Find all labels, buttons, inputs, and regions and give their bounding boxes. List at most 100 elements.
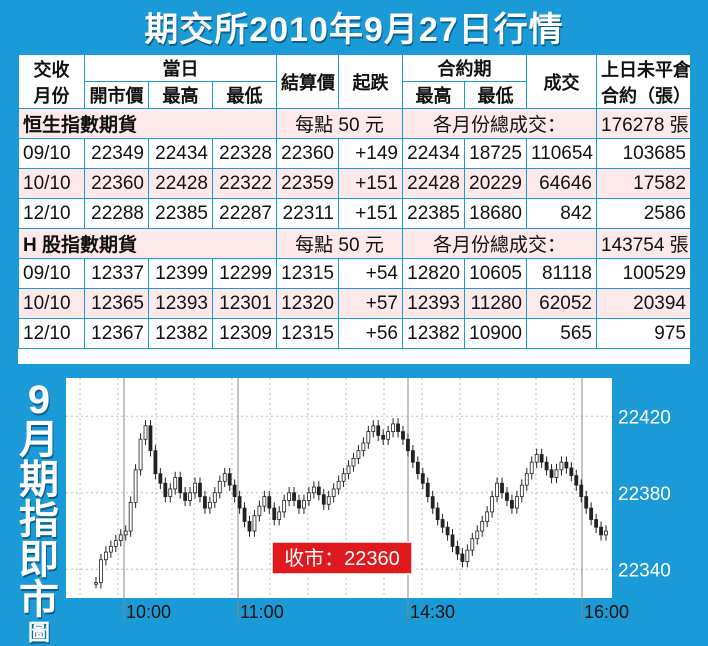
table-row: 09/10 12337 12399 12299 12315 +54 12820 … [18,258,691,289]
candle-body [277,511,282,520]
candle-body [287,492,292,501]
x-tick-label: 16:00 [584,602,629,622]
cell-month: 09/10 [18,258,85,289]
candle-body [143,425,148,440]
section-total-value: 143754 張 [596,228,691,259]
candle-body [302,500,306,509]
cell-month: 10/10 [18,168,85,199]
candle-body [455,545,460,555]
candle-body [401,431,405,440]
cell-contract-high: 22385 [402,198,465,229]
table-row: 12/10 12367 12382 12309 12315 +56 12382 … [18,318,691,349]
candle-body [544,461,549,471]
cell-high: 22428 [148,168,213,199]
candle-body [450,534,455,547]
candle-body [495,482,499,498]
candle-body [346,465,351,475]
cell-low: 12309 [212,318,277,349]
candle-body [519,484,524,498]
quotes-table: 交收 月份 當日 結算價 起跌 合約期 成交 上日未平倉 合約（張） 開市價 最高 … [18,54,691,349]
x-tick-label: 11:00 [240,602,284,622]
candle-body [574,475,579,486]
candle-body [554,469,559,478]
candle-body [440,519,445,528]
candle-body [569,467,574,476]
side-title-char: 市 [19,578,59,622]
y-axis-ticks: 22340 22380 22420 [618,407,671,581]
cell-volume: 565 [526,318,597,349]
section-unit: 每點 50 元 [276,108,403,139]
cell-open: 22360 [84,168,149,199]
candle-body [321,494,326,505]
candle-body [207,501,212,509]
candle-body [212,492,217,503]
header-low: 最低 [212,81,277,109]
candle-body [237,496,242,509]
cell-change: +151 [338,168,403,199]
cell-contract-high: 12393 [402,288,465,319]
header-today-group: 當日 [84,54,277,82]
candle-body [435,507,440,520]
candle-body [604,530,608,536]
candle-body [188,492,192,501]
cell-low: 12299 [212,258,277,289]
cell-contract-low: 18725 [464,138,527,169]
cell-month: 12/10 [18,318,85,349]
cell-month: 12/10 [18,198,85,229]
header-contract-low: 最低 [464,81,527,109]
candle-body [222,473,227,482]
candle-body [336,480,341,490]
cell-volume: 110654 [526,138,597,169]
cell-contract-low: 18680 [464,198,527,229]
header-contract-high: 最高 [402,81,465,109]
candle-body [292,492,296,501]
side-title-char: 即 [19,538,59,582]
cell-high: 12382 [148,318,213,349]
candle-body [480,521,485,532]
cell-open: 12367 [84,318,149,349]
candle-body [396,423,400,432]
cell-contract-high: 12820 [402,258,465,289]
cell-high: 22385 [148,198,213,229]
candle-body [257,505,262,517]
cell-high: 12399 [148,258,213,289]
cell-settle: 12320 [276,288,339,319]
cell-volume: 842 [526,198,597,229]
cell-open: 22349 [84,138,149,169]
candle-body [326,496,331,505]
cell-settle: 12315 [276,258,339,289]
candle-body [485,511,490,522]
candle-body [579,484,584,498]
header-contract-group: 合約期 [402,54,527,82]
cell-volume: 64646 [526,168,597,199]
cell-open: 12337 [84,258,149,289]
candle-body [168,488,173,498]
section-total-value: 176278 張 [596,108,691,139]
candle-body [366,431,371,444]
cell-low: 12301 [212,288,277,319]
intraday-chart: 22340 22380 22420 10:00 11:00 14:30 16:00 收市：… [66,378,671,622]
cell-settle: 22359 [276,168,339,199]
candle-body [475,530,480,540]
cell-low: 22322 [212,168,277,199]
y-tick-label: 22380 [618,484,671,505]
cell-month: 09/10 [18,138,85,169]
candle-body [351,457,356,467]
gridlines [66,378,612,620]
candle-body [386,431,391,440]
candle-body [391,423,395,432]
close-label: 收市：22360 [271,541,413,575]
candle-body [460,553,465,563]
candle-body [138,438,143,471]
page-title: 期交所2010年9月27日行情 [144,10,564,49]
candle-body [500,482,504,494]
candle-body [178,477,183,494]
y-tick-label: 22340 [618,560,671,581]
header-settle: 結算價 [276,54,339,109]
candle-body [376,425,381,436]
cell-open: 22288 [84,198,149,229]
cell-contract-low: 10900 [464,318,527,349]
cell-contract-low: 10605 [464,258,527,289]
cell-settle: 12315 [276,318,339,349]
cell-low: 22328 [212,138,277,169]
